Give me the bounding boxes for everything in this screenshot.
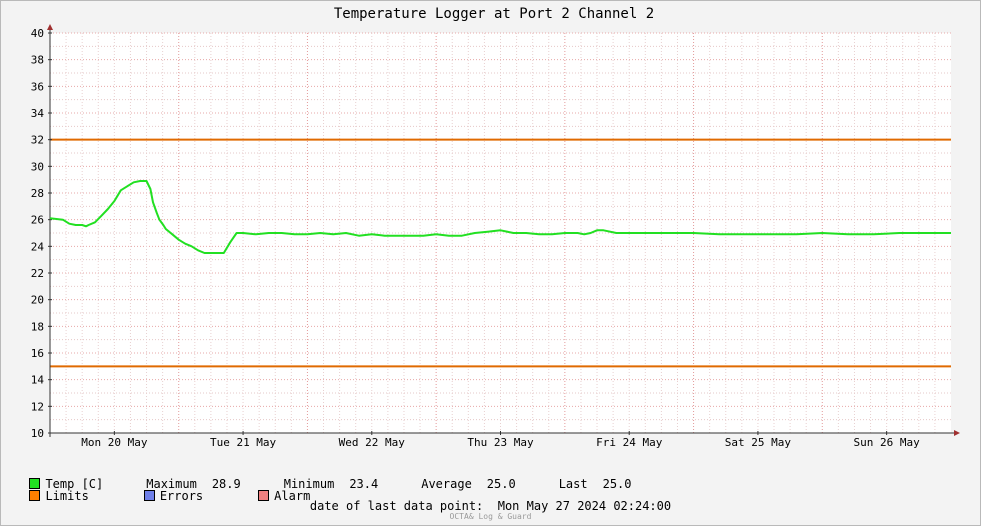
x-tick-label: Wed 22 May (339, 436, 406, 449)
legend-row-markers: Limits Errors Alarm (15, 475, 310, 503)
last-value: 25.0 (602, 477, 632, 491)
last-data-point: date of last data point: Mon May 27 2024… (0, 499, 981, 513)
average-value: 25.0 (486, 477, 516, 491)
limits-swatch (29, 490, 41, 501)
y-tick-label: 14 (31, 374, 45, 387)
x-tick-label: Mon 20 May (81, 436, 148, 449)
y-tick-label: 32 (31, 134, 44, 147)
minimum-value: 23.4 (349, 477, 379, 491)
x-tick-label: Sat 25 May (725, 436, 792, 449)
y-tick-label: 34 (31, 107, 45, 120)
y-axis-arrow (47, 24, 53, 30)
y-tick-label: 38 (31, 54, 44, 67)
y-tick-label: 30 (31, 160, 44, 173)
y-tick-label: 28 (31, 187, 44, 200)
x-tick-label: Thu 23 May (467, 436, 534, 449)
series-layer (49, 180, 951, 254)
legend-row-stats: Temp [C] Maximum 28.9 Minimum 23.4 Average 25.… (15, 463, 632, 491)
legend-alarm-label: Alarm (274, 489, 311, 503)
y-tick-label: 20 (31, 294, 44, 307)
x-tick-labels: Mon 20 May Tue 21 May Wed 22 May Thu 23 May… (81, 436, 920, 449)
alarm-swatch (258, 490, 270, 501)
chart-title: Temperature Logger at Port 2 Channel 2 (334, 6, 654, 22)
series-line-temp (49, 180, 951, 254)
y-tick-label: 40 (31, 27, 44, 40)
y-tick-label: 16 (31, 347, 44, 360)
x-tick-label: Tue 21 May (210, 436, 277, 449)
legend-temp-label: Temp [C] (45, 477, 104, 491)
last-point-value: Mon May 27 2024 02:24:00 (497, 499, 672, 513)
legend-limits-label: Limits (45, 489, 89, 503)
y-tick-label: 18 (31, 320, 44, 333)
legend-errors-label: Errors (159, 489, 204, 503)
errors-swatch (143, 490, 155, 501)
y-tick-label: 12 (31, 400, 44, 413)
x-tick-label: Fri 24 May (596, 436, 663, 449)
last-label: Last (558, 477, 588, 491)
maximum-label: Maximum (146, 477, 197, 491)
last-point-label: date of last data point: (309, 499, 484, 513)
y-tick-label: 26 (31, 214, 44, 227)
axes (47, 24, 960, 437)
x-axis-arrow (954, 430, 960, 436)
y-tick-label: 36 (31, 80, 44, 93)
temp-swatch (29, 478, 41, 489)
x-tick-label: Sun 26 May (854, 436, 921, 449)
limit-lines (50, 138, 951, 368)
maximum-value: 28.9 (211, 477, 241, 491)
average-label: Average (421, 477, 472, 491)
y-tick-label: 10 (31, 427, 44, 440)
minimum-label: Minimum (283, 477, 335, 491)
credit-text: OCTA& Log & Guard (449, 512, 532, 521)
y-tick-label: 22 (31, 267, 44, 280)
y-tick-labels: 10 12 14 16 18 20 22 24 26 28 30 32 34 36 38 40 (31, 27, 45, 440)
y-tick-label: 24 (31, 240, 45, 253)
